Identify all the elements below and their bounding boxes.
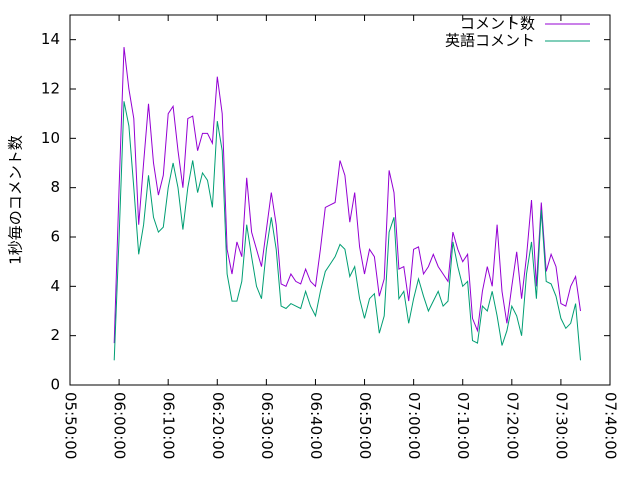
x-tick-label: 07:30:00: [552, 392, 570, 459]
series-line: [113, 47, 581, 344]
y-tick-label: 10: [41, 129, 60, 147]
y-tick-label: 14: [41, 30, 60, 48]
x-tick-label: 05:50:00: [62, 392, 80, 459]
x-tick-label: 06:50:00: [356, 392, 374, 459]
x-tick-label: 07:20:00: [503, 392, 521, 459]
x-tick-label: 06:20:00: [209, 392, 227, 459]
y-tick-label: 4: [50, 277, 60, 295]
x-tick-label: 06:10:00: [160, 392, 178, 459]
series-line: [113, 101, 581, 361]
plot-border: [69, 14, 611, 386]
y-tick-label: 0: [50, 376, 60, 394]
y-tick-label: 2: [50, 326, 60, 344]
y-tick-label: 8: [50, 178, 60, 196]
legend-label: 英語コメント: [445, 32, 535, 50]
x-tick-label: 06:40:00: [307, 392, 325, 459]
x-tick-label: 06:00:00: [111, 392, 129, 459]
y-tick-label: 6: [50, 228, 60, 246]
x-tick-label: 07:40:00: [602, 392, 620, 459]
legend-label: コメント数: [460, 15, 535, 33]
x-tick-label: 07:10:00: [454, 392, 472, 459]
x-tick-label: 06:30:00: [258, 392, 276, 459]
y-tick-label: 12: [41, 80, 60, 98]
y-axis-label: 1秒毎のコメント数: [7, 135, 25, 265]
x-tick-label: 07:00:00: [405, 392, 423, 459]
